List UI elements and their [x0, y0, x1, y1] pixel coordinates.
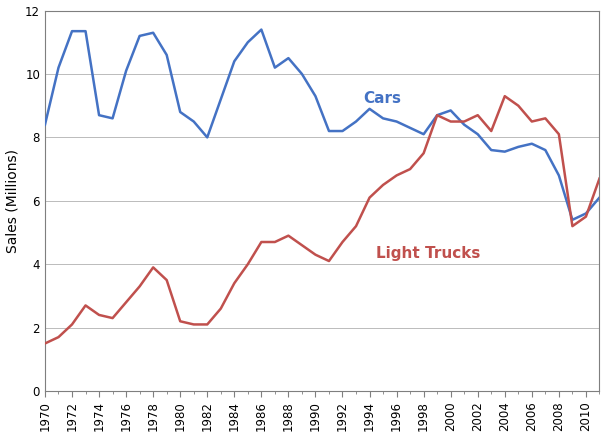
Text: Cars: Cars [363, 90, 401, 105]
Text: Light Trucks: Light Trucks [376, 246, 481, 261]
Y-axis label: Sales (Millions): Sales (Millions) [5, 149, 19, 253]
